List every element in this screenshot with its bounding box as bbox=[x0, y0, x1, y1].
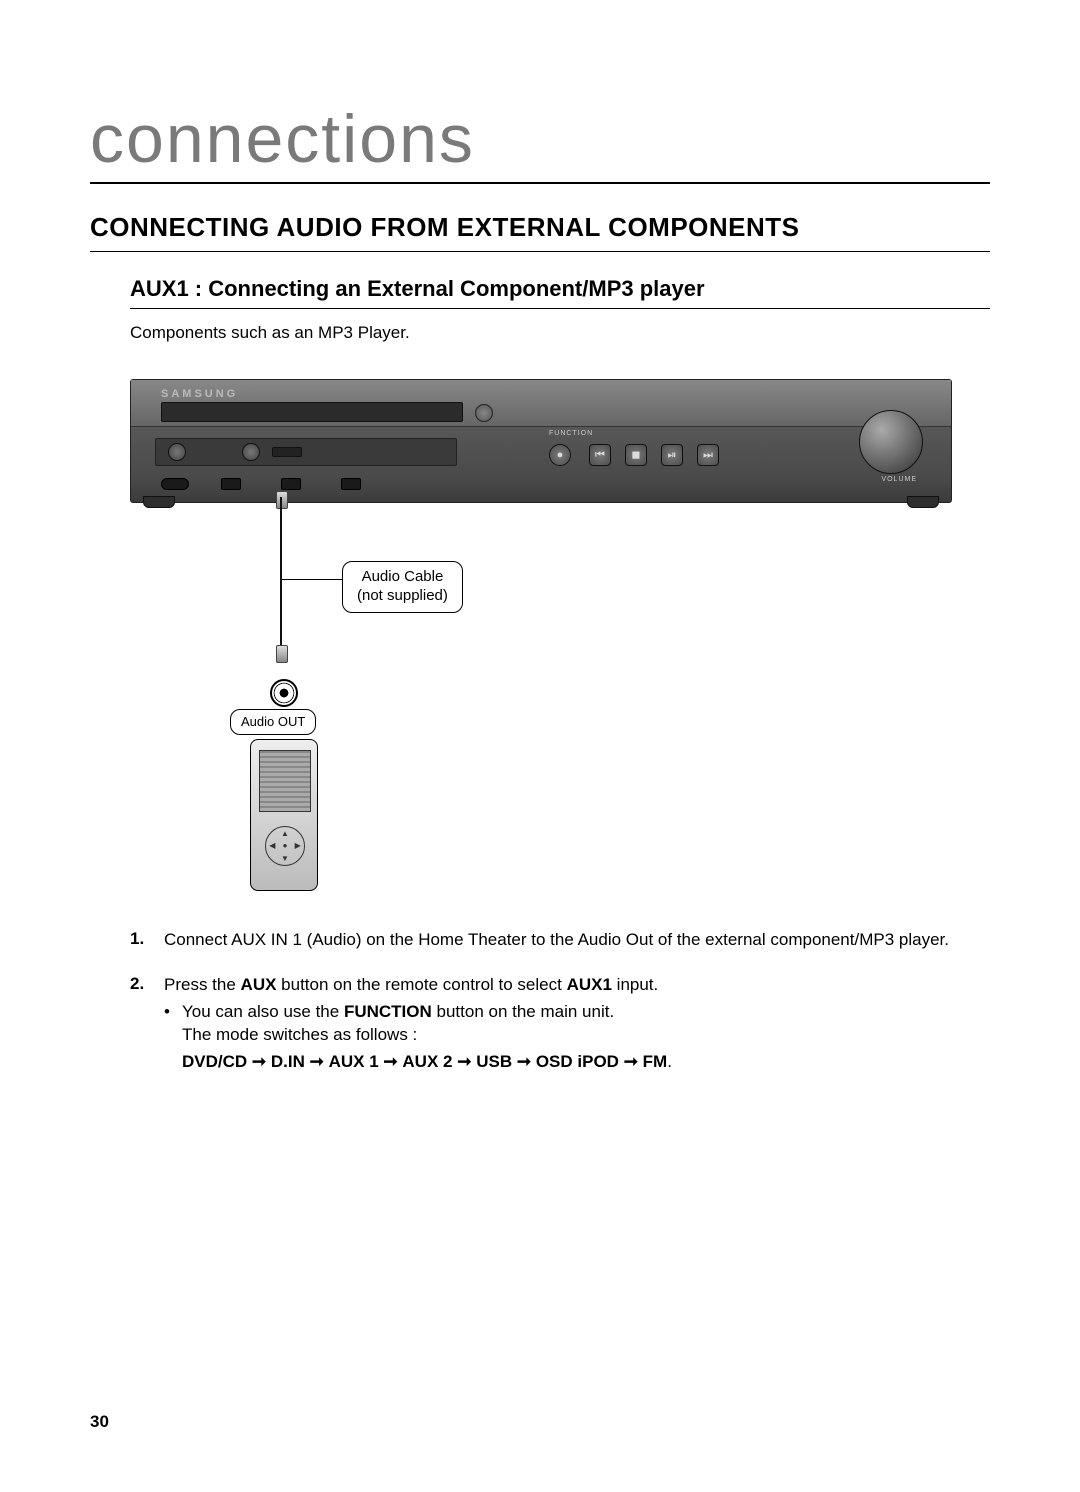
audio-out-jack-icon bbox=[270, 679, 298, 707]
mp3-controls: ▲ ◀●▶ ▼ bbox=[265, 826, 305, 866]
manual-page: connections CONNECTING AUDIO FROM EXTERN… bbox=[0, 0, 1080, 1492]
disc-tray bbox=[161, 402, 463, 422]
step2-bullet: • You can also use the FUNCTION button o… bbox=[164, 1001, 672, 1074]
prev-icon: ⏮ bbox=[589, 444, 611, 466]
arrow-icon: ➞ bbox=[310, 1052, 324, 1071]
page-title: connections bbox=[90, 100, 990, 184]
front-panel bbox=[155, 438, 457, 466]
port-usb bbox=[341, 478, 361, 490]
device-foot-left bbox=[143, 496, 175, 508]
port-1 bbox=[221, 478, 241, 490]
bullet-subline: The mode switches as follows : bbox=[182, 1024, 672, 1047]
port-2 bbox=[281, 478, 301, 490]
bullet-text: You can also use the FUNCTION button on … bbox=[182, 1001, 672, 1074]
arrow-icon: ➞ bbox=[457, 1052, 471, 1071]
leader-line-cable bbox=[282, 579, 342, 580]
step2-pre: Press the bbox=[164, 975, 241, 994]
device-foot-right bbox=[907, 496, 939, 508]
bullet-bold: FUNCTION bbox=[344, 1002, 432, 1021]
jack-bottom-icon bbox=[276, 645, 288, 663]
volume-label: VOLUME bbox=[881, 476, 917, 483]
mode-6: FM bbox=[643, 1052, 668, 1071]
bullet-post: button on the main unit. bbox=[432, 1002, 614, 1021]
step-number: 1. bbox=[130, 929, 164, 952]
step-number: 2. bbox=[130, 974, 164, 1074]
function-label: FUNCTION bbox=[549, 430, 593, 437]
mode-4: USB bbox=[476, 1052, 512, 1071]
audio-cable-label-2: (not supplied) bbox=[357, 587, 448, 604]
arrow-icon: ➞ bbox=[624, 1052, 638, 1071]
home-theater-device: SAMSUNG FUNCTION ● ⏮ ◼ ⏯ bbox=[130, 379, 952, 503]
subsection-title: AUX1 : Connecting an External Component/… bbox=[130, 276, 990, 309]
audio-cable-label-1: Audio Cable bbox=[362, 568, 444, 585]
mp3-screen bbox=[259, 750, 311, 812]
connection-diagram: SAMSUNG FUNCTION ● ⏮ ◼ ⏯ bbox=[130, 379, 950, 889]
panel-btn-1 bbox=[168, 443, 186, 461]
volume-knob-icon bbox=[859, 410, 923, 474]
step-text: Press the AUX button on the remote contr… bbox=[164, 974, 672, 1074]
brand-label: SAMSUNG bbox=[161, 388, 238, 400]
panel-slot bbox=[272, 447, 302, 457]
front-ports bbox=[161, 472, 461, 496]
page-number: 30 bbox=[90, 1412, 109, 1432]
instructions-list: 1. Connect AUX IN 1 (Audio) on the Home … bbox=[130, 929, 970, 1074]
arrow-icon: ➞ bbox=[383, 1052, 397, 1071]
step2-bold2: AUX1 bbox=[567, 975, 612, 994]
mode-5: OSD iPOD bbox=[536, 1052, 619, 1071]
mode-2: AUX 1 bbox=[329, 1052, 379, 1071]
audio-out-callout: Audio OUT bbox=[230, 709, 316, 735]
play-pause-icon: ⏯ bbox=[661, 444, 683, 466]
panel-btn-2 bbox=[242, 443, 260, 461]
audio-cable bbox=[280, 497, 282, 657]
arrow-icon: ➞ bbox=[252, 1052, 266, 1071]
jack-top-icon bbox=[276, 491, 288, 509]
step2-mid: button on the remote control to select bbox=[276, 975, 566, 994]
stop-icon: ◼ bbox=[625, 444, 647, 466]
intro-text: Components such as an MP3 Player. bbox=[130, 323, 990, 343]
mode-3: AUX 2 bbox=[402, 1052, 452, 1071]
step-text: Connect AUX IN 1 (Audio) on the Home The… bbox=[164, 929, 949, 952]
bullet-dot-icon: • bbox=[164, 1001, 182, 1074]
audio-cable-callout: Audio Cable (not supplied) bbox=[342, 561, 463, 613]
step2-bold1: AUX bbox=[241, 975, 277, 994]
mode-sequence: DVD/CD ➞ D.IN ➞ AUX 1 ➞ AUX 2 ➞ USB ➞ OS… bbox=[182, 1051, 672, 1074]
step-1: 1. Connect AUX IN 1 (Audio) on the Home … bbox=[130, 929, 970, 952]
port-aux-in bbox=[161, 478, 189, 490]
eject-icon bbox=[475, 404, 493, 422]
next-icon: ⏭ bbox=[697, 444, 719, 466]
bullet-pre: You can also use the bbox=[182, 1002, 344, 1021]
mp3-player-icon: ▲ ◀●▶ ▼ bbox=[250, 739, 318, 891]
function-button-icon: ● bbox=[549, 444, 571, 466]
step-2: 2. Press the AUX button on the remote co… bbox=[130, 974, 970, 1074]
section-title: CONNECTING AUDIO FROM EXTERNAL COMPONENT… bbox=[90, 212, 990, 252]
arrow-icon: ➞ bbox=[517, 1052, 531, 1071]
mode-0: DVD/CD bbox=[182, 1052, 247, 1071]
diagram-container: SAMSUNG FUNCTION ● ⏮ ◼ ⏯ bbox=[130, 379, 990, 889]
mode-1: D.IN bbox=[271, 1052, 305, 1071]
step2-post: input. bbox=[612, 975, 658, 994]
